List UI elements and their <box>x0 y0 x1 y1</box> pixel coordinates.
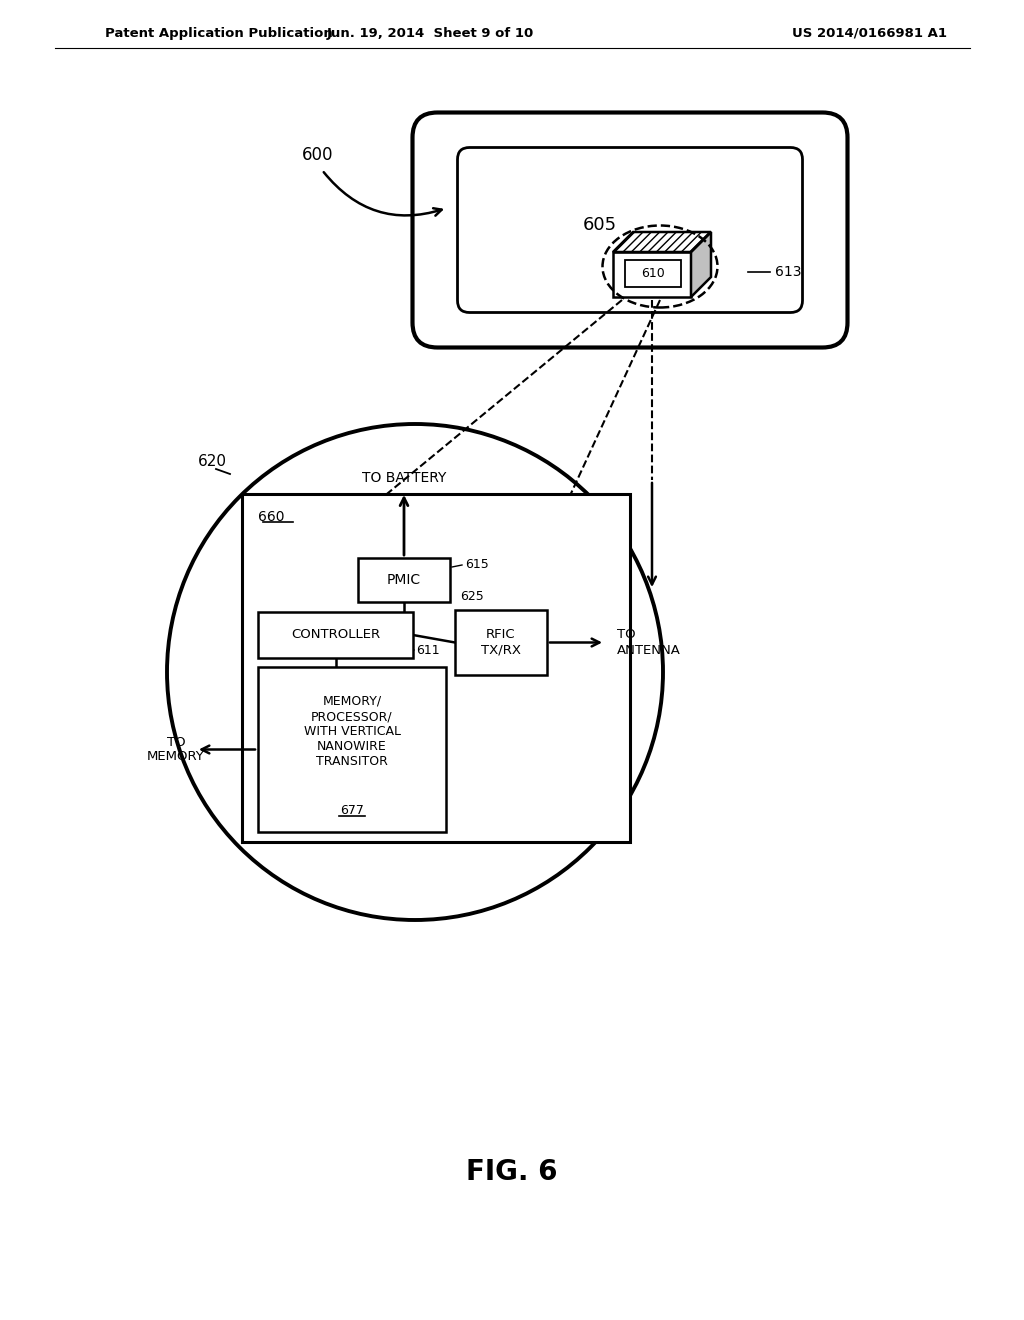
Text: 625: 625 <box>460 590 483 602</box>
Bar <box>455 610 547 675</box>
Text: TO BATTERY: TO BATTERY <box>361 471 446 484</box>
Bar <box>242 494 630 842</box>
Polygon shape <box>691 232 711 297</box>
Text: 660: 660 <box>258 510 285 524</box>
FancyArrowPatch shape <box>324 172 441 215</box>
Text: 677: 677 <box>340 804 364 817</box>
Text: 613: 613 <box>775 265 802 279</box>
Text: CONTROLLER: CONTROLLER <box>291 628 380 642</box>
Text: 605: 605 <box>583 216 617 234</box>
Text: US 2014/0166981 A1: US 2014/0166981 A1 <box>793 26 947 40</box>
Text: 611: 611 <box>416 644 439 656</box>
Text: 620: 620 <box>198 454 227 470</box>
Text: TO
MEMORY: TO MEMORY <box>147 735 205 763</box>
Text: PMIC: PMIC <box>387 573 421 587</box>
Bar <box>358 558 450 602</box>
FancyBboxPatch shape <box>458 148 803 313</box>
Text: FIG. 6: FIG. 6 <box>466 1158 558 1185</box>
Polygon shape <box>613 252 691 297</box>
Bar <box>625 260 681 286</box>
Text: 610: 610 <box>641 267 665 280</box>
Text: 615: 615 <box>465 558 488 572</box>
Bar <box>258 612 413 657</box>
Text: Patent Application Publication: Patent Application Publication <box>105 26 333 40</box>
Bar <box>258 667 446 832</box>
Text: RFIC
TX/RX: RFIC TX/RX <box>481 628 521 656</box>
Polygon shape <box>613 232 711 252</box>
Text: Jun. 19, 2014  Sheet 9 of 10: Jun. 19, 2014 Sheet 9 of 10 <box>327 26 534 40</box>
Text: 600: 600 <box>302 147 334 164</box>
FancyBboxPatch shape <box>413 112 848 347</box>
Text: MEMORY/
PROCESSOR/
WITH VERTICAL
NANOWIRE
TRANSITOR: MEMORY/ PROCESSOR/ WITH VERTICAL NANOWIR… <box>303 696 400 768</box>
Text: TO
ANTENNA: TO ANTENNA <box>617 628 681 656</box>
